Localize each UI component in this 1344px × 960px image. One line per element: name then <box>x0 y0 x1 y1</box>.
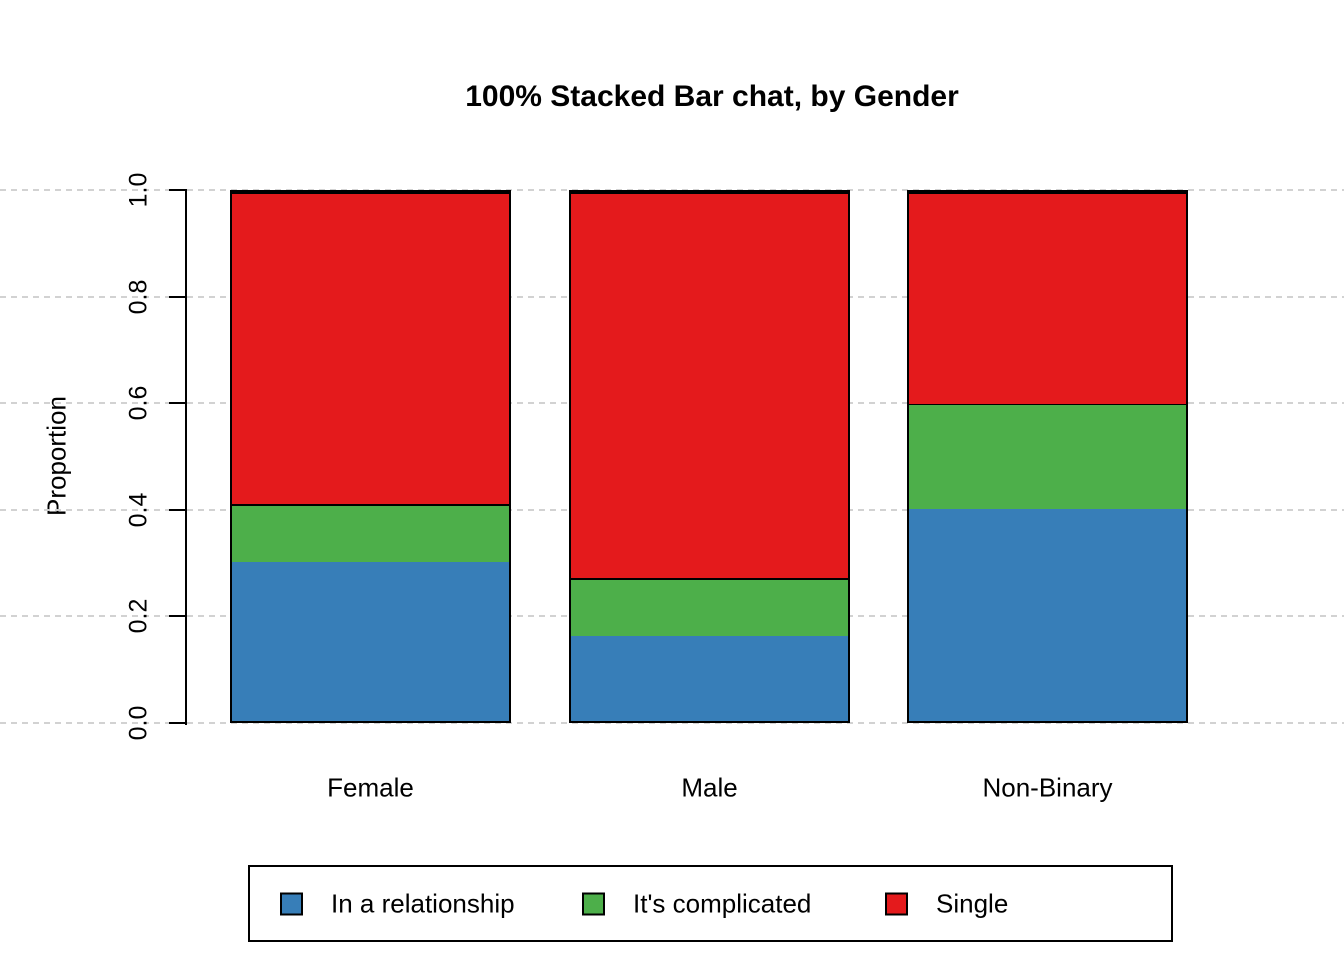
bar-male <box>569 190 850 723</box>
y-tick-0.0 <box>169 722 186 724</box>
x-label-non-binary: Non-Binary <box>982 772 1113 803</box>
chart-title: 100% Stacked Bar chat, by Gender <box>465 80 959 113</box>
y-axis-line <box>185 189 187 725</box>
y-tick-label-0.0: 0.0 <box>124 705 153 741</box>
legend-swatch-icon <box>885 892 908 915</box>
y-tick-0.2 <box>169 615 186 618</box>
legend-item-in-a-relationship: In a relationship <box>280 888 515 919</box>
segment-female-single <box>232 192 509 504</box>
legend-label: It's complicated <box>633 888 812 918</box>
gridline-0.0 <box>0 722 1344 724</box>
segment-male-single <box>571 192 848 578</box>
y-tick-label-0.8: 0.8 <box>124 279 153 314</box>
segment-female-it-s-complicated <box>232 504 509 562</box>
y-axis-title: Proportion <box>41 396 72 516</box>
legend-swatch-icon <box>280 892 303 915</box>
legend-item-it-s-complicated: It's complicated <box>582 888 811 919</box>
x-label-male: Male <box>681 772 738 803</box>
segment-non-binary-it-s-complicated <box>909 403 1186 509</box>
x-label-female: Female <box>327 772 414 803</box>
y-tick-label-0.4: 0.4 <box>124 492 153 528</box>
bar-female <box>230 190 511 723</box>
segment-male-it-s-complicated <box>571 578 848 636</box>
legend-swatch-icon <box>582 892 605 915</box>
y-tick-0.4 <box>169 508 186 511</box>
legend-item-single: Single <box>885 888 1008 919</box>
bar-non-binary <box>907 190 1188 723</box>
y-tick-label-0.2: 0.2 <box>124 599 153 634</box>
segment-non-binary-single <box>909 192 1186 404</box>
legend-box: In a relationship It's complicated Single <box>248 865 1173 942</box>
y-tick-0.6 <box>169 402 186 405</box>
segment-female-in-a-relationship <box>232 562 509 721</box>
legend-label: In a relationship <box>331 888 515 918</box>
y-tick-0.8 <box>169 295 186 298</box>
y-tick-label-0.6: 0.6 <box>124 385 153 421</box>
y-tick-1.0 <box>169 189 186 191</box>
y-tick-label-1.0: 1.0 <box>124 172 153 208</box>
legend-label: Single <box>936 888 1009 918</box>
segment-non-binary-in-a-relationship <box>909 509 1186 721</box>
segment-male-in-a-relationship <box>571 636 848 721</box>
